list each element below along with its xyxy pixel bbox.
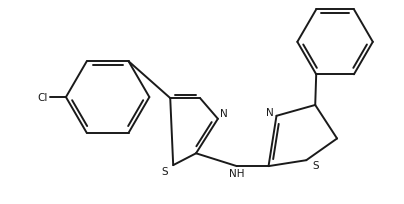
Text: N: N bbox=[266, 107, 274, 117]
Text: S: S bbox=[161, 166, 168, 176]
Text: N: N bbox=[220, 108, 228, 118]
Text: NH: NH bbox=[229, 168, 244, 178]
Text: Cl: Cl bbox=[37, 93, 47, 103]
Text: S: S bbox=[312, 160, 318, 170]
